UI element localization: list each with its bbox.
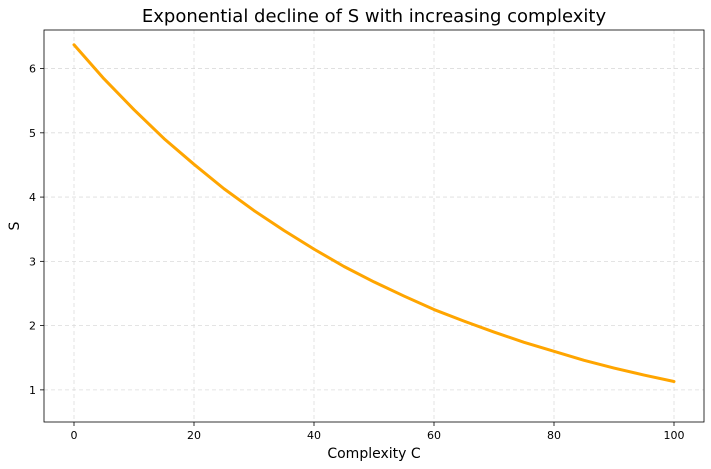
y-tick-label: 6 bbox=[29, 63, 36, 76]
y-tick-label: 3 bbox=[29, 255, 36, 268]
x-axis: 0 20 40 60 80 100 bbox=[71, 422, 685, 442]
x-tick-label: 0 bbox=[71, 429, 78, 442]
x-tick-label: 20 bbox=[187, 429, 201, 442]
x-axis-label: Complexity C bbox=[327, 446, 421, 462]
y-axis-label: S bbox=[7, 221, 23, 230]
y-tick-label: 1 bbox=[29, 384, 36, 397]
y-tick-label: 5 bbox=[29, 127, 36, 140]
series-line bbox=[72, 43, 676, 384]
series-lines bbox=[72, 43, 676, 384]
y-axis: 1 2 3 4 5 6 bbox=[29, 63, 44, 397]
x-tick-label: 100 bbox=[664, 429, 685, 442]
grid-lines bbox=[44, 30, 704, 422]
x-tick-label: 80 bbox=[547, 429, 561, 442]
x-tick-label: 40 bbox=[307, 429, 321, 442]
chart-title: Exponential decline of S with increasing… bbox=[142, 6, 607, 27]
x-tick-label: 60 bbox=[427, 429, 441, 442]
y-tick-label: 2 bbox=[29, 320, 36, 333]
plot-frame bbox=[43, 29, 705, 423]
y-tick-label: 4 bbox=[29, 191, 36, 204]
